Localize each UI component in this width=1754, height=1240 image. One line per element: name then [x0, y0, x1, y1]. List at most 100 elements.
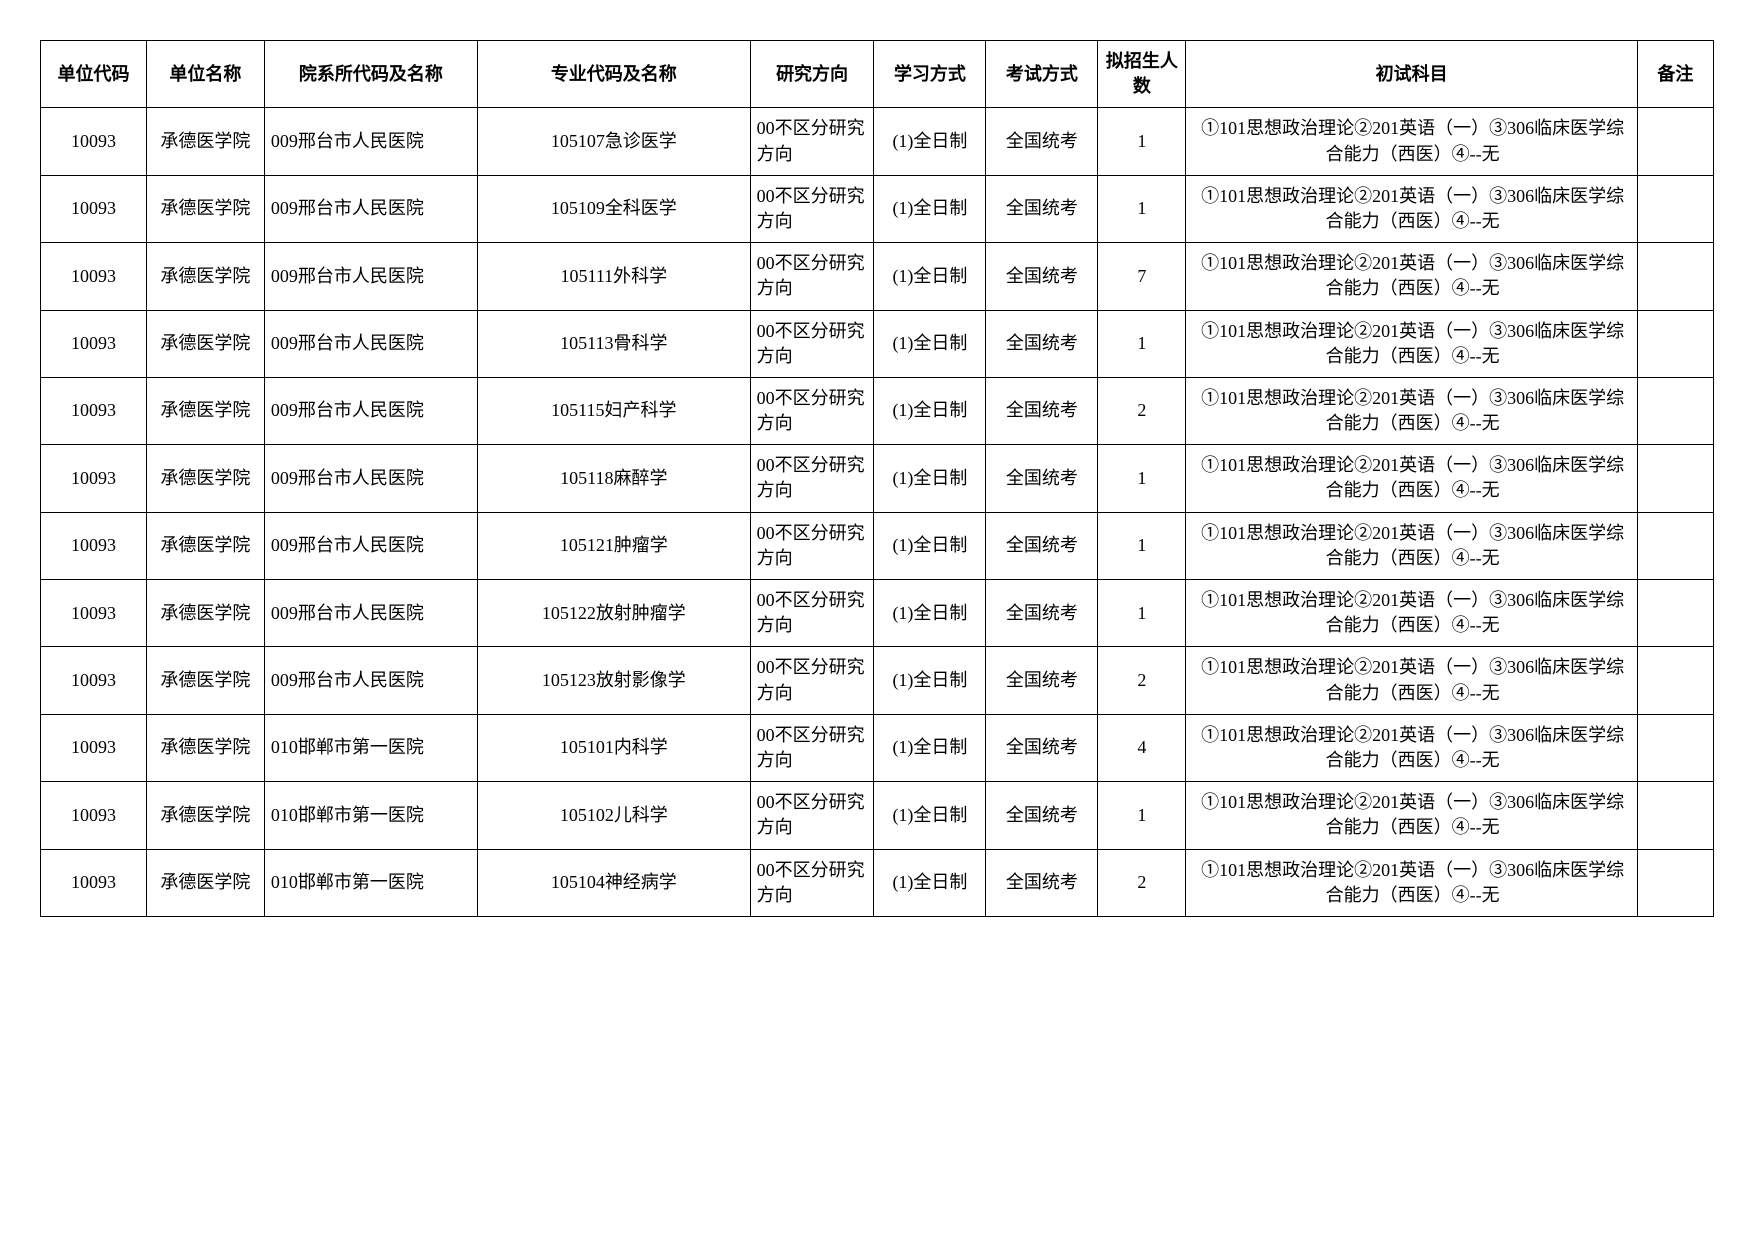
cell-count: 1 [1098, 445, 1186, 512]
cell-exam: 全国统考 [986, 647, 1098, 714]
cell-count: 2 [1098, 647, 1186, 714]
cell-direction: 00不区分研究方向 [750, 108, 874, 175]
cell-count: 4 [1098, 714, 1186, 781]
cell-dept: 010邯郸市第一医院 [264, 714, 477, 781]
cell-note [1637, 445, 1713, 512]
cell-dept: 009邢台市人民医院 [264, 377, 477, 444]
cell-name: 承德医学院 [146, 175, 264, 242]
header-exam: 考试方式 [986, 41, 1098, 108]
cell-code: 10093 [41, 108, 147, 175]
cell-direction: 00不区分研究方向 [750, 512, 874, 579]
table-row: 10093承德医学院009邢台市人民医院105111外科学00不区分研究方向(1… [41, 243, 1714, 310]
cell-exam: 全国统考 [986, 243, 1098, 310]
cell-subject: ①101思想政治理论②201英语（一）③306临床医学综合能力（西医）④--无 [1186, 108, 1637, 175]
cell-study: (1)全日制 [874, 782, 986, 849]
cell-code: 10093 [41, 175, 147, 242]
header-code: 单位代码 [41, 41, 147, 108]
cell-dept: 009邢台市人民医院 [264, 512, 477, 579]
cell-note [1637, 243, 1713, 310]
cell-direction: 00不区分研究方向 [750, 647, 874, 714]
cell-direction: 00不区分研究方向 [750, 445, 874, 512]
cell-note [1637, 580, 1713, 647]
cell-subject: ①101思想政治理论②201英语（一）③306临床医学综合能力（西医）④--无 [1186, 175, 1637, 242]
cell-exam: 全国统考 [986, 108, 1098, 175]
cell-note [1637, 310, 1713, 377]
cell-code: 10093 [41, 580, 147, 647]
cell-exam: 全国统考 [986, 782, 1098, 849]
cell-count: 1 [1098, 580, 1186, 647]
cell-exam: 全国统考 [986, 175, 1098, 242]
cell-subject: ①101思想政治理论②201英语（一）③306临床医学综合能力（西医）④--无 [1186, 243, 1637, 310]
cell-subject: ①101思想政治理论②201英语（一）③306临床医学综合能力（西医）④--无 [1186, 580, 1637, 647]
cell-name: 承德医学院 [146, 108, 264, 175]
cell-dept: 009邢台市人民医院 [264, 243, 477, 310]
cell-major: 105107急诊医学 [477, 108, 750, 175]
table-row: 10093承德医学院009邢台市人民医院105123放射影像学00不区分研究方向… [41, 647, 1714, 714]
cell-study: (1)全日制 [874, 310, 986, 377]
cell-name: 承德医学院 [146, 243, 264, 310]
cell-count: 1 [1098, 108, 1186, 175]
table-row: 10093承德医学院009邢台市人民医院105115妇产科学00不区分研究方向(… [41, 377, 1714, 444]
cell-dept: 009邢台市人民医院 [264, 175, 477, 242]
cell-name: 承德医学院 [146, 849, 264, 916]
cell-code: 10093 [41, 782, 147, 849]
cell-direction: 00不区分研究方向 [750, 714, 874, 781]
cell-major: 105122放射肿瘤学 [477, 580, 750, 647]
cell-direction: 00不区分研究方向 [750, 782, 874, 849]
cell-subject: ①101思想政治理论②201英语（一）③306临床医学综合能力（西医）④--无 [1186, 849, 1637, 916]
table-row: 10093承德医学院009邢台市人民医院105122放射肿瘤学00不区分研究方向… [41, 580, 1714, 647]
cell-exam: 全国统考 [986, 377, 1098, 444]
cell-study: (1)全日制 [874, 377, 986, 444]
cell-note [1637, 377, 1713, 444]
cell-study: (1)全日制 [874, 849, 986, 916]
cell-direction: 00不区分研究方向 [750, 310, 874, 377]
cell-note [1637, 108, 1713, 175]
cell-name: 承德医学院 [146, 377, 264, 444]
cell-dept: 010邯郸市第一医院 [264, 782, 477, 849]
cell-subject: ①101思想政治理论②201英语（一）③306临床医学综合能力（西医）④--无 [1186, 782, 1637, 849]
table-row: 10093承德医学院009邢台市人民医院105118麻醉学00不区分研究方向(1… [41, 445, 1714, 512]
cell-exam: 全国统考 [986, 714, 1098, 781]
table-row: 10093承德医学院010邯郸市第一医院105104神经病学00不区分研究方向(… [41, 849, 1714, 916]
header-subject: 初试科目 [1186, 41, 1637, 108]
cell-code: 10093 [41, 512, 147, 579]
cell-subject: ①101思想政治理论②201英语（一）③306临床医学综合能力（西医）④--无 [1186, 647, 1637, 714]
cell-major: 105109全科医学 [477, 175, 750, 242]
cell-study: (1)全日制 [874, 512, 986, 579]
cell-note [1637, 782, 1713, 849]
table-row: 10093承德医学院010邯郸市第一医院105102儿科学00不区分研究方向(1… [41, 782, 1714, 849]
cell-code: 10093 [41, 445, 147, 512]
cell-direction: 00不区分研究方向 [750, 580, 874, 647]
header-study: 学习方式 [874, 41, 986, 108]
cell-count: 1 [1098, 175, 1186, 242]
header-row: 单位代码 单位名称 院系所代码及名称 专业代码及名称 研究方向 学习方式 考试方… [41, 41, 1714, 108]
cell-major: 105118麻醉学 [477, 445, 750, 512]
cell-dept: 009邢台市人民医院 [264, 647, 477, 714]
cell-name: 承德医学院 [146, 647, 264, 714]
cell-count: 1 [1098, 782, 1186, 849]
cell-major: 105102儿科学 [477, 782, 750, 849]
cell-exam: 全国统考 [986, 849, 1098, 916]
cell-direction: 00不区分研究方向 [750, 175, 874, 242]
cell-note [1637, 714, 1713, 781]
cell-subject: ①101思想政治理论②201英语（一）③306临床医学综合能力（西医）④--无 [1186, 512, 1637, 579]
table-row: 10093承德医学院009邢台市人民医院105107急诊医学00不区分研究方向(… [41, 108, 1714, 175]
cell-study: (1)全日制 [874, 647, 986, 714]
cell-exam: 全国统考 [986, 310, 1098, 377]
cell-dept: 009邢台市人民医院 [264, 580, 477, 647]
cell-direction: 00不区分研究方向 [750, 377, 874, 444]
cell-major: 105115妇产科学 [477, 377, 750, 444]
cell-major: 105104神经病学 [477, 849, 750, 916]
header-count: 拟招生人数 [1098, 41, 1186, 108]
cell-exam: 全国统考 [986, 512, 1098, 579]
cell-count: 1 [1098, 310, 1186, 377]
cell-name: 承德医学院 [146, 782, 264, 849]
table-row: 10093承德医学院009邢台市人民医院105121肿瘤学00不区分研究方向(1… [41, 512, 1714, 579]
cell-code: 10093 [41, 243, 147, 310]
cell-dept: 009邢台市人民医院 [264, 310, 477, 377]
cell-exam: 全国统考 [986, 445, 1098, 512]
cell-study: (1)全日制 [874, 445, 986, 512]
cell-name: 承德医学院 [146, 445, 264, 512]
table-row: 10093承德医学院009邢台市人民医院105109全科医学00不区分研究方向(… [41, 175, 1714, 242]
admissions-table: 单位代码 单位名称 院系所代码及名称 专业代码及名称 研究方向 学习方式 考试方… [40, 40, 1714, 917]
